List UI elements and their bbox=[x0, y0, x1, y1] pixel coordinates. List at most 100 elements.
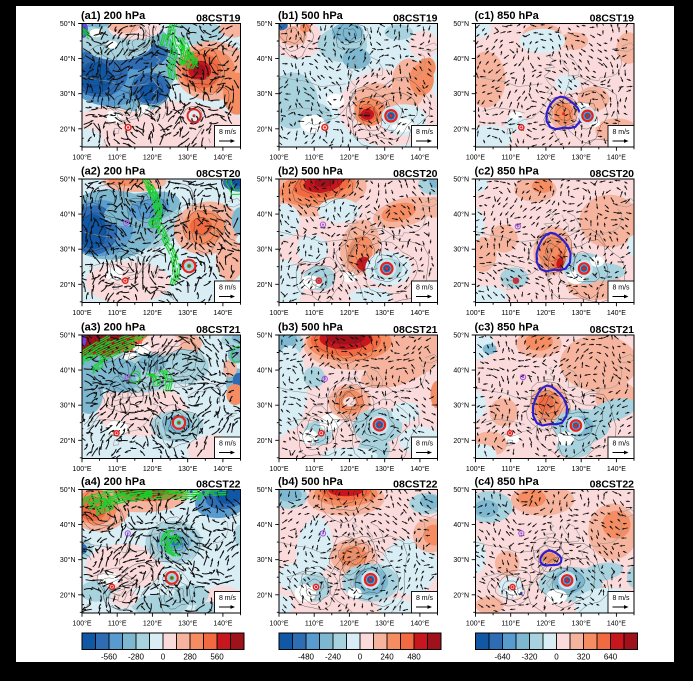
svg-text:08CST19: 08CST19 bbox=[196, 13, 241, 25]
svg-text:40°N: 40°N bbox=[60, 55, 76, 63]
svg-text:130°E: 130°E bbox=[572, 154, 591, 162]
svg-text:30°N: 30°N bbox=[257, 90, 273, 98]
svg-text:240: 240 bbox=[380, 653, 394, 662]
svg-text:110°E: 110°E bbox=[305, 309, 324, 317]
svg-text:-640: -640 bbox=[494, 653, 511, 662]
svg-text:100°E: 100°E bbox=[72, 309, 91, 317]
svg-text:08CST21: 08CST21 bbox=[196, 324, 241, 336]
svg-text:140°E: 140°E bbox=[607, 309, 626, 317]
svg-text:40°N: 40°N bbox=[257, 55, 273, 63]
svg-text:8 m/s: 8 m/s bbox=[219, 441, 237, 448]
svg-text:120°E: 120°E bbox=[143, 620, 162, 628]
svg-text:(c1) 850 hPa: (c1) 850 hPa bbox=[475, 10, 540, 22]
svg-text:50°N: 50°N bbox=[453, 486, 469, 494]
svg-text:140°E: 140°E bbox=[213, 154, 232, 162]
svg-text:40°N: 40°N bbox=[453, 521, 469, 529]
svg-text:140°E: 140°E bbox=[410, 620, 429, 628]
svg-text:110°E: 110°E bbox=[501, 309, 520, 317]
svg-text:08CST21: 08CST21 bbox=[393, 324, 438, 336]
svg-text:120°E: 120°E bbox=[143, 465, 162, 473]
svg-text:30°N: 30°N bbox=[60, 90, 76, 98]
svg-text:30°N: 30°N bbox=[453, 90, 469, 98]
svg-text:-480: -480 bbox=[298, 653, 315, 662]
svg-text:100°E: 100°E bbox=[72, 154, 91, 162]
svg-text:(c2) 850 hPa: (c2) 850 hPa bbox=[475, 166, 540, 178]
svg-text:50°N: 50°N bbox=[257, 176, 273, 184]
svg-text:40°N: 40°N bbox=[60, 211, 76, 219]
svg-text:8 m/s: 8 m/s bbox=[219, 129, 237, 136]
svg-text:(a4) 200 hPa: (a4) 200 hPa bbox=[81, 476, 146, 488]
svg-text:100°E: 100°E bbox=[269, 309, 288, 317]
svg-text:280: 280 bbox=[183, 653, 197, 662]
svg-text:40°N: 40°N bbox=[257, 211, 273, 219]
svg-text:20°N: 20°N bbox=[257, 437, 273, 445]
svg-text:50°N: 50°N bbox=[257, 20, 273, 28]
svg-text:110°E: 110°E bbox=[305, 154, 324, 162]
svg-text:(a2) 200 hPa: (a2) 200 hPa bbox=[81, 166, 146, 178]
svg-text:100°E: 100°E bbox=[466, 154, 485, 162]
svg-text:8 m/s: 8 m/s bbox=[416, 441, 434, 448]
svg-text:120°E: 120°E bbox=[340, 465, 359, 473]
svg-text:20°N: 20°N bbox=[257, 125, 273, 133]
svg-text:40°N: 40°N bbox=[60, 521, 76, 529]
svg-text:08CST22: 08CST22 bbox=[590, 479, 635, 491]
svg-text:120°E: 120°E bbox=[143, 309, 162, 317]
svg-text:110°E: 110°E bbox=[305, 465, 324, 473]
svg-text:20°N: 20°N bbox=[60, 281, 76, 289]
svg-text:50°N: 50°N bbox=[257, 332, 273, 340]
svg-text:50°N: 50°N bbox=[257, 486, 273, 494]
svg-text:130°E: 130°E bbox=[178, 154, 197, 162]
svg-text:8 m/s: 8 m/s bbox=[612, 441, 630, 448]
svg-text:8 m/s: 8 m/s bbox=[612, 129, 630, 136]
svg-text:130°E: 130°E bbox=[178, 620, 197, 628]
svg-text:30°N: 30°N bbox=[453, 402, 469, 410]
svg-text:120°E: 120°E bbox=[536, 309, 555, 317]
svg-text:140°E: 140°E bbox=[410, 309, 429, 317]
svg-text:140°E: 140°E bbox=[607, 465, 626, 473]
svg-text:140°E: 140°E bbox=[607, 154, 626, 162]
svg-text:-560: -560 bbox=[101, 653, 118, 662]
svg-text:110°E: 110°E bbox=[501, 465, 520, 473]
svg-text:8 m/s: 8 m/s bbox=[219, 595, 237, 602]
svg-text:120°E: 120°E bbox=[340, 309, 359, 317]
svg-text:30°N: 30°N bbox=[257, 556, 273, 564]
svg-text:30°N: 30°N bbox=[453, 556, 469, 564]
svg-text:08CST19: 08CST19 bbox=[393, 13, 438, 25]
svg-text:30°N: 30°N bbox=[257, 402, 273, 410]
svg-text:130°E: 130°E bbox=[572, 620, 591, 628]
svg-text:100°E: 100°E bbox=[466, 620, 485, 628]
svg-text:110°E: 110°E bbox=[501, 620, 520, 628]
svg-text:140°E: 140°E bbox=[410, 465, 429, 473]
svg-text:120°E: 120°E bbox=[340, 154, 359, 162]
svg-text:50°N: 50°N bbox=[60, 176, 76, 184]
svg-text:140°E: 140°E bbox=[213, 620, 232, 628]
svg-text:20°N: 20°N bbox=[453, 125, 469, 133]
svg-text:30°N: 30°N bbox=[257, 246, 273, 254]
svg-text:8 m/s: 8 m/s bbox=[612, 595, 630, 602]
svg-text:08CST19: 08CST19 bbox=[590, 13, 635, 25]
svg-text:40°N: 40°N bbox=[453, 211, 469, 219]
svg-text:50°N: 50°N bbox=[60, 486, 76, 494]
svg-text:(b2) 500 hPa: (b2) 500 hPa bbox=[278, 166, 344, 178]
svg-text:40°N: 40°N bbox=[453, 55, 469, 63]
svg-text:8 m/s: 8 m/s bbox=[612, 285, 630, 292]
svg-text:320: 320 bbox=[577, 653, 591, 662]
svg-text:110°E: 110°E bbox=[108, 465, 127, 473]
svg-text:(b3) 500 hPa: (b3) 500 hPa bbox=[278, 322, 344, 334]
svg-text:110°E: 110°E bbox=[108, 620, 127, 628]
svg-text:100°E: 100°E bbox=[269, 465, 288, 473]
svg-text:140°E: 140°E bbox=[607, 620, 626, 628]
svg-text:20°N: 20°N bbox=[60, 591, 76, 599]
svg-text:08CST20: 08CST20 bbox=[393, 168, 438, 180]
svg-text:0: 0 bbox=[358, 653, 363, 662]
svg-text:40°N: 40°N bbox=[60, 367, 76, 375]
svg-text:110°E: 110°E bbox=[501, 154, 520, 162]
svg-text:8 m/s: 8 m/s bbox=[416, 595, 434, 602]
svg-text:130°E: 130°E bbox=[572, 465, 591, 473]
svg-text:20°N: 20°N bbox=[453, 591, 469, 599]
svg-text:120°E: 120°E bbox=[536, 465, 555, 473]
svg-text:8 m/s: 8 m/s bbox=[416, 129, 434, 136]
svg-text:40°N: 40°N bbox=[453, 367, 469, 375]
svg-text:100°E: 100°E bbox=[269, 620, 288, 628]
svg-text:560: 560 bbox=[210, 653, 224, 662]
